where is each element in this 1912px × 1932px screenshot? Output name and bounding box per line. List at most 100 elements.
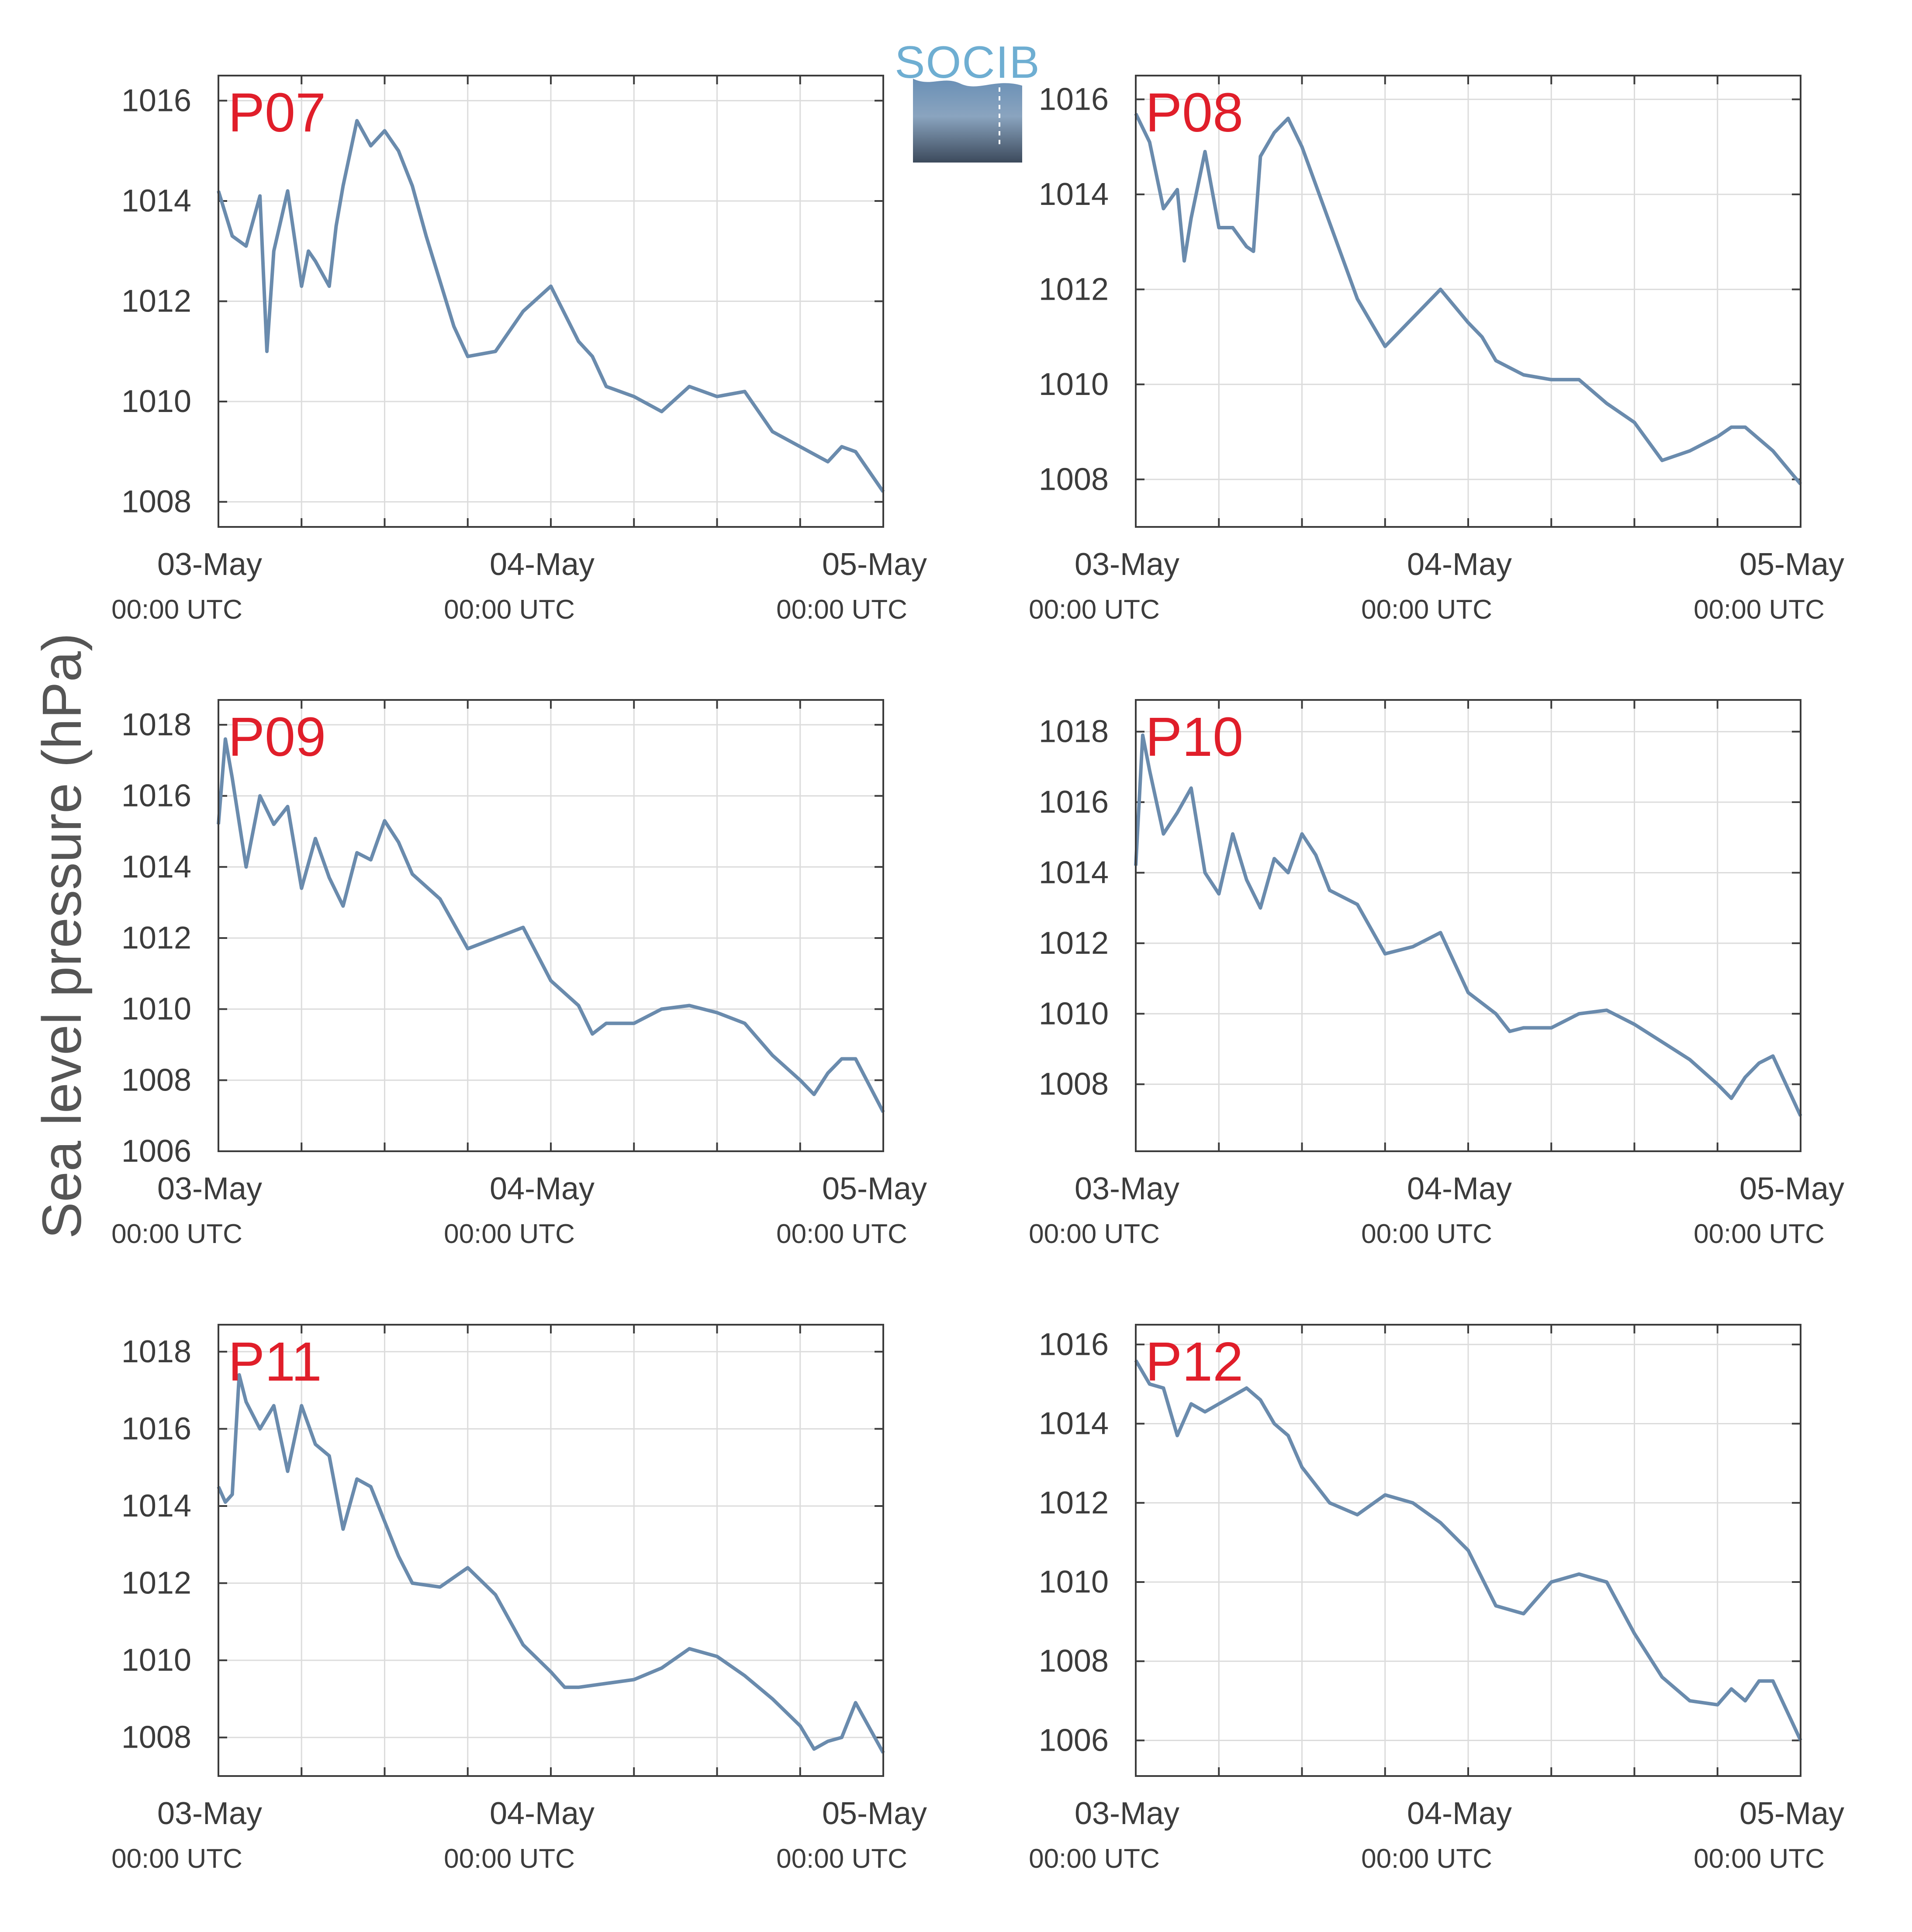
panel-p08: 1008 1010 1012 1014 1016 03-May 00:00 UTC 04-Ma…	[1029, 75, 1844, 625]
y-tick-label: 1008	[121, 485, 191, 519]
y-tick-label: 1016	[121, 779, 191, 814]
y-tick-label: 1010	[121, 1643, 191, 1678]
y-tick-label: 1012	[1039, 272, 1109, 307]
y-tick-label: 1014	[121, 184, 191, 218]
panel-label: P07	[228, 82, 326, 143]
y-tick-label: 1012	[1039, 1485, 1109, 1520]
x-tick-label-date: 04-May	[1407, 1796, 1512, 1831]
axes-frame	[218, 699, 884, 1152]
logo-wave	[913, 79, 1022, 163]
x-tick-label-date: 05-May	[822, 1171, 927, 1206]
x-tick-label-date: 04-May	[1407, 547, 1512, 582]
x-tick-label-time: 00:00 UTC	[444, 595, 575, 625]
y-tick-label: 1018	[121, 707, 191, 742]
series-line	[1134, 113, 1802, 485]
x-tick-label-date: 04-May	[490, 547, 595, 582]
x-tick-label-time: 00:00 UTC	[1361, 595, 1492, 625]
y-axis-label: Sea level pressure (hPa)	[31, 633, 93, 1239]
axes-frame	[1135, 1324, 1801, 1777]
series-line	[217, 737, 885, 1113]
y-tick-label: 1006	[1039, 1723, 1109, 1758]
x-tick-label-time: 00:00 UTC	[1029, 1844, 1160, 1874]
x-tick-label-time: 00:00 UTC	[444, 1844, 575, 1874]
y-tick-label: 1014	[1039, 177, 1109, 212]
series-line	[217, 1373, 885, 1754]
x-tick-label-time: 00:00 UTC	[1361, 1844, 1492, 1874]
y-tick-label: 1010	[121, 992, 191, 1027]
x-tick-label-date: 03-May	[157, 1796, 262, 1831]
y-tick-label: 1016	[1039, 82, 1109, 117]
y-tick-label: 1008	[1039, 462, 1109, 497]
y-tick-label: 1008	[1039, 1067, 1109, 1102]
x-tick-label-time: 00:00 UTC	[776, 1219, 907, 1249]
x-tick-label-time: 00:00 UTC	[1029, 1219, 1160, 1249]
panel-label: P12	[1145, 1331, 1243, 1392]
y-tick-label: 1010	[1039, 996, 1109, 1031]
y-tick-label: 1008	[121, 1720, 191, 1755]
x-tick-label-date: 04-May	[490, 1171, 595, 1206]
axes-frame	[218, 75, 884, 528]
x-tick-label-date: 05-May	[822, 1796, 927, 1831]
y-tick-label: 1014	[121, 849, 191, 884]
panel-label: P11	[228, 1331, 322, 1392]
x-tick-label-date: 03-May	[1075, 547, 1179, 582]
axes-frame	[218, 1324, 884, 1777]
panel-p07: 1008 1010 1012 1014 1016 03-May 00:00 UTC 04-Ma…	[111, 75, 927, 625]
panel-p10: 1008 1010 1012 1014 1016 1018 03-May 00:00 UTC 0…	[1029, 699, 1844, 1249]
x-tick-label-time: 00:00 UTC	[444, 1219, 575, 1249]
x-tick-label-date: 05-May	[1739, 1171, 1844, 1206]
y-tick-label: 1016	[1039, 785, 1109, 820]
y-tick-label: 1012	[121, 1566, 191, 1601]
series-line	[217, 119, 885, 493]
x-tick-label-time: 00:00 UTC	[776, 1844, 907, 1874]
x-tick-label-date: 03-May	[157, 1171, 262, 1206]
x-tick-label-time: 00:00 UTC	[1361, 1219, 1492, 1249]
y-tick-label: 1008	[121, 1063, 191, 1098]
panel-label: P10	[1145, 706, 1243, 768]
axes-frame	[1135, 699, 1801, 1152]
x-tick-label-time: 00:00 UTC	[1694, 595, 1825, 625]
y-tick-label: 1014	[1039, 1406, 1109, 1441]
x-tick-label-time: 00:00 UTC	[111, 595, 242, 625]
y-tick-label: 1012	[121, 284, 191, 319]
socib-logo: SOCIB	[895, 37, 1041, 163]
x-tick-label-time: 00:00 UTC	[1694, 1219, 1825, 1249]
panel-p11: 1008 1010 1012 1014 1016 1018 03-May 00:00 UTC 0…	[111, 1324, 927, 1874]
x-tick-label-time: 00:00 UTC	[1029, 595, 1160, 625]
x-tick-label-date: 03-May	[157, 547, 262, 582]
series-line	[1134, 733, 1802, 1117]
panel-label: P08	[1145, 82, 1243, 143]
x-tick-label-date: 05-May	[1739, 547, 1844, 582]
x-tick-label-date: 05-May	[1739, 1796, 1844, 1831]
y-tick-label: 1016	[1039, 1327, 1109, 1362]
y-tick-label: 1016	[121, 83, 191, 118]
y-tick-label: 1018	[121, 1334, 191, 1369]
y-tick-label: 1010	[1039, 1565, 1109, 1600]
logo-text: SOCIB	[895, 37, 1041, 88]
panel-p09: 1006 1008 1010 1012 1014 1016 1018 03-May 00:00 …	[111, 699, 927, 1249]
y-tick-label: 1012	[1039, 926, 1109, 961]
x-tick-label-date: 05-May	[822, 547, 927, 582]
x-tick-label-time: 00:00 UTC	[111, 1219, 242, 1249]
y-tick-label: 1008	[1039, 1644, 1109, 1679]
x-tick-label-date: 04-May	[490, 1796, 595, 1831]
y-tick-label: 1014	[121, 1489, 191, 1523]
y-tick-label: 1018	[1039, 714, 1109, 749]
x-tick-label-date: 03-May	[1075, 1171, 1179, 1206]
axes-frame	[1135, 75, 1801, 528]
y-tick-label: 1010	[121, 384, 191, 419]
x-tick-label-date: 04-May	[1407, 1171, 1512, 1206]
y-tick-label: 1010	[1039, 367, 1109, 402]
y-tick-label: 1014	[1039, 855, 1109, 890]
x-tick-label-time: 00:00 UTC	[111, 1844, 242, 1874]
series-line	[1134, 1359, 1802, 1742]
y-tick-label: 1012	[121, 921, 191, 956]
x-tick-label-time: 00:00 UTC	[1694, 1844, 1825, 1874]
y-tick-label: 1006	[121, 1134, 191, 1169]
panel-label: P09	[228, 706, 326, 768]
panel-p12: 1006 1008 1010 1012 1014 1016 03-May 00:00 UTC 0…	[1029, 1324, 1844, 1874]
y-tick-label: 1016	[121, 1411, 191, 1446]
x-tick-label-date: 03-May	[1075, 1796, 1179, 1831]
x-tick-label-time: 00:00 UTC	[776, 595, 907, 625]
